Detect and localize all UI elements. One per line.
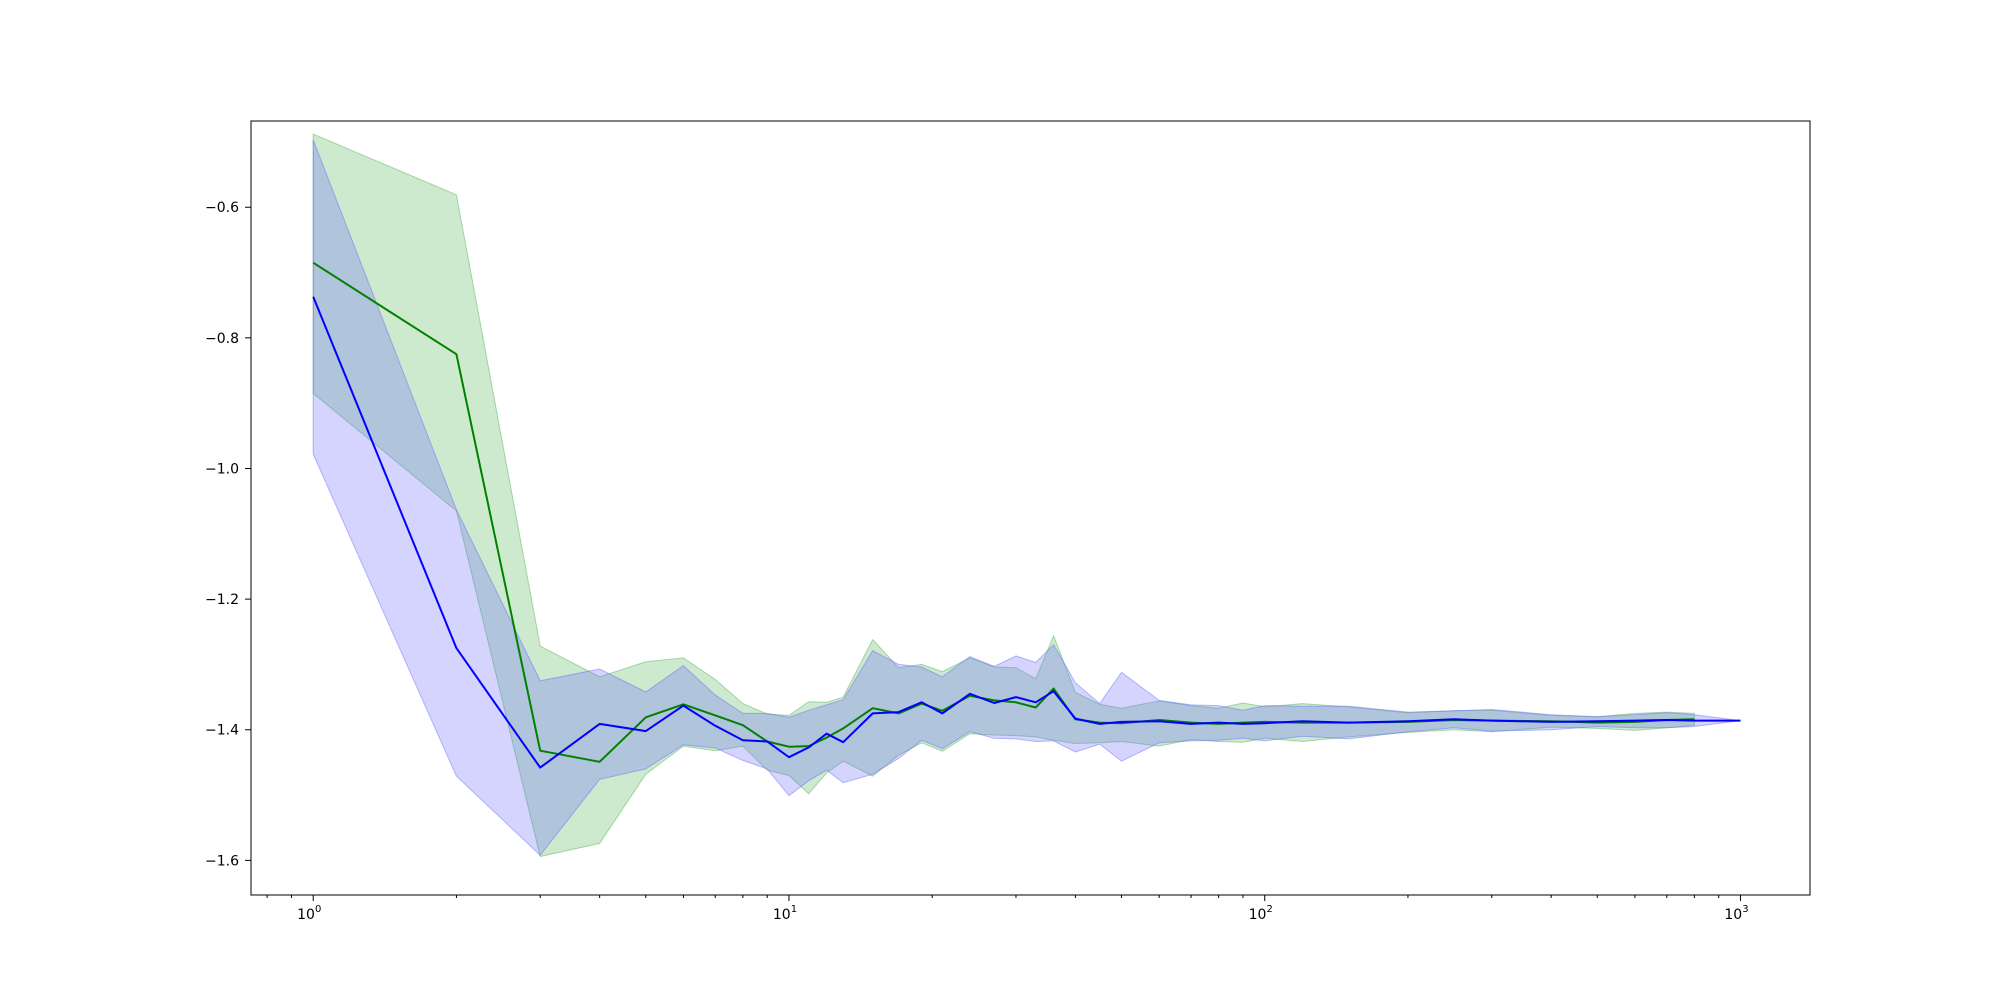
x-tick-label: 100: [297, 904, 321, 923]
x-tick-label: 103: [1724, 904, 1748, 923]
y-tick-label: −1.0: [205, 461, 239, 477]
series-lines: [312, 261, 1741, 769]
y-tick-label: −0.6: [205, 200, 239, 216]
y-tick-label: −1.4: [205, 723, 239, 739]
plot-frame: [250, 120, 1811, 896]
y-axis: −0.6 −0.8 −1.0 −1.2 −1.4 −1.6: [205, 200, 251, 869]
y-tick-label: −1.6: [205, 853, 239, 869]
x-tick-label: 101: [773, 904, 797, 923]
series-1-band: [312, 133, 1695, 858]
y-tick-label: −1.2: [205, 592, 239, 608]
x-axis: 100 101 102 103: [266, 895, 1749, 923]
y-tick-label: −0.8: [205, 331, 239, 347]
x-tick-label: 102: [1249, 904, 1273, 923]
series-2-line: [312, 296, 1741, 769]
confidence-bands: [312, 133, 1741, 858]
series-2-band: [312, 139, 1741, 856]
